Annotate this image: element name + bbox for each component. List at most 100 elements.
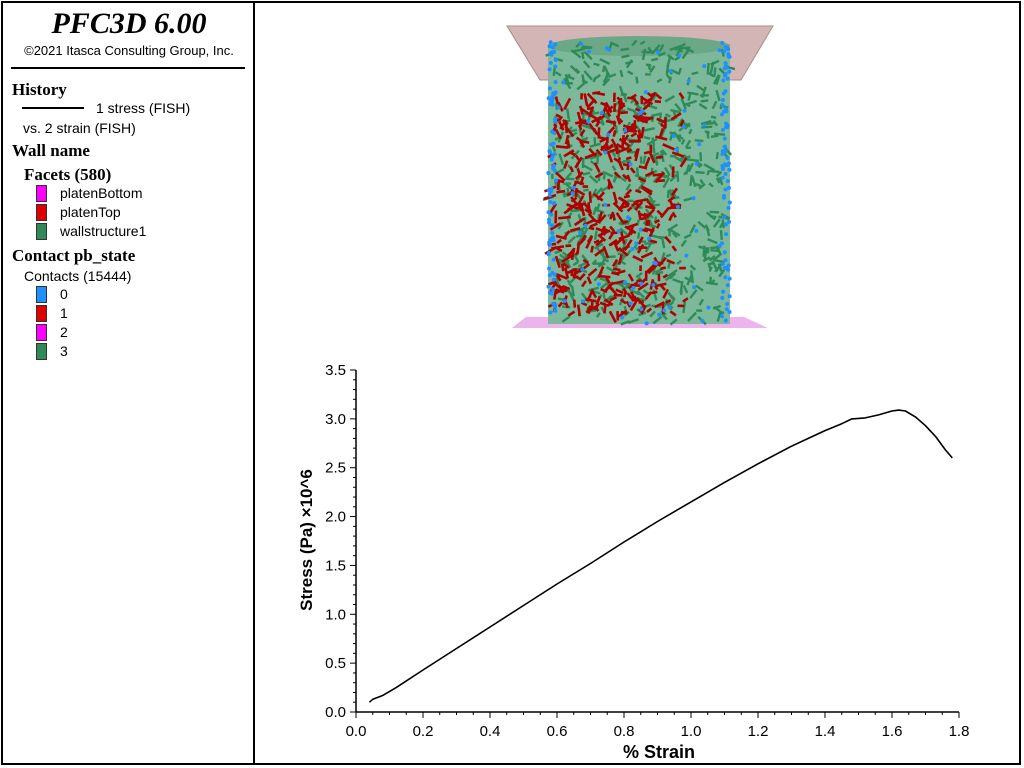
intact-bond bbox=[636, 232, 641, 239]
broken-bond bbox=[645, 262, 657, 274]
broken-bond bbox=[612, 201, 624, 213]
contact-point bbox=[722, 162, 727, 167]
broken-bond bbox=[563, 160, 569, 170]
broken-bond bbox=[615, 115, 622, 125]
broken-bond bbox=[626, 174, 632, 183]
specimen-top-face bbox=[548, 36, 730, 56]
broken-bond bbox=[679, 157, 688, 168]
intact-bond bbox=[716, 310, 723, 322]
intact-bond bbox=[707, 238, 718, 245]
intact-bond bbox=[643, 127, 655, 132]
broken-bond bbox=[655, 93, 663, 100]
broken-bond bbox=[632, 114, 639, 120]
broken-bond bbox=[544, 246, 557, 255]
broken-bond bbox=[637, 236, 644, 245]
contact-point bbox=[700, 318, 705, 323]
intact-bond bbox=[708, 182, 714, 188]
contact-point bbox=[674, 147, 679, 152]
contact-point bbox=[549, 98, 554, 103]
broken-bond bbox=[627, 225, 635, 237]
intact-bond bbox=[669, 228, 681, 237]
facet-swatch bbox=[36, 185, 47, 202]
contact-point bbox=[548, 150, 553, 155]
contact-point bbox=[552, 91, 557, 96]
broken-bond bbox=[574, 249, 580, 256]
intact-bond bbox=[593, 230, 598, 240]
broken-bond bbox=[600, 145, 611, 150]
intact-bond bbox=[691, 92, 699, 96]
intact-bond bbox=[581, 51, 585, 60]
intact-bond bbox=[565, 183, 574, 191]
plot-ticks: 0.0 0.2 0.4 0.6 0.8 1.0 1.2 1.4 1.6 1.8 0.0 0.5 1.0 1… bbox=[325, 362, 969, 740]
broken-bond bbox=[648, 227, 655, 238]
contact-point bbox=[686, 79, 691, 84]
intact-bond bbox=[660, 149, 668, 156]
intact-bond bbox=[682, 301, 687, 314]
intact-bond bbox=[697, 220, 707, 230]
intact-bond bbox=[713, 67, 717, 78]
broken-bond bbox=[580, 280, 587, 288]
intact-bond bbox=[646, 137, 658, 146]
intact-bond bbox=[608, 73, 617, 79]
intact-bond bbox=[588, 174, 599, 184]
contact-label: 2 bbox=[60, 324, 68, 340]
intact-bond bbox=[667, 269, 678, 277]
intact-bond bbox=[602, 174, 606, 180]
intact-bond bbox=[654, 270, 664, 276]
contact-point bbox=[691, 196, 696, 201]
intact-bond bbox=[686, 99, 698, 106]
broken-bond bbox=[654, 171, 666, 184]
intact-bond bbox=[582, 60, 591, 69]
broken-bond bbox=[575, 188, 586, 197]
broken-bond bbox=[626, 148, 633, 153]
intact-bond bbox=[648, 219, 655, 229]
facet-label: platenTop bbox=[60, 204, 121, 220]
broken-bond bbox=[562, 118, 569, 126]
broken-bond bbox=[682, 297, 689, 303]
intact-bond bbox=[712, 74, 720, 85]
broken-bond bbox=[578, 263, 591, 274]
broken-bond bbox=[622, 288, 628, 295]
x-tick-label: 1.0 bbox=[681, 723, 702, 740]
contact-point bbox=[548, 310, 553, 315]
contact-point bbox=[553, 308, 558, 313]
broken-bond bbox=[671, 245, 678, 252]
intact-bond bbox=[566, 279, 573, 288]
contact-point bbox=[723, 71, 728, 76]
intact-bond bbox=[706, 169, 711, 176]
contact-point bbox=[550, 287, 555, 292]
intact-bond bbox=[625, 59, 634, 69]
broken-bond bbox=[587, 267, 598, 277]
contact-point bbox=[548, 200, 553, 205]
specimen-3d-view[interactable] bbox=[500, 22, 780, 334]
intact-bond bbox=[593, 74, 601, 80]
broken-bond bbox=[623, 194, 631, 199]
intact-bond bbox=[667, 262, 671, 269]
broken-bond bbox=[599, 213, 607, 222]
broken-bond bbox=[646, 307, 653, 314]
contact-point bbox=[723, 318, 728, 323]
contact-point bbox=[684, 253, 689, 258]
intact-bond bbox=[676, 170, 680, 182]
contact-point bbox=[657, 312, 662, 317]
broken-bond bbox=[553, 124, 558, 132]
broken-bond bbox=[615, 288, 624, 295]
intact-bond bbox=[658, 44, 665, 52]
intact-bond bbox=[575, 233, 583, 238]
y-axis-label: Stress (Pa) ×10^6 bbox=[297, 469, 316, 611]
intact-bond bbox=[591, 259, 598, 265]
intact-bond bbox=[711, 100, 718, 110]
intact-bond bbox=[680, 97, 687, 110]
intact-bond bbox=[684, 276, 695, 284]
intact-bond bbox=[554, 250, 561, 255]
intact-bond bbox=[698, 245, 708, 251]
broken-bond bbox=[636, 278, 643, 283]
contact-point bbox=[723, 172, 728, 177]
broken-bond bbox=[648, 152, 656, 164]
intact-bond bbox=[721, 219, 725, 229]
contact-label: 3 bbox=[60, 343, 68, 359]
contact-point bbox=[580, 267, 585, 272]
intact-bond bbox=[581, 74, 586, 85]
intact-bond bbox=[712, 218, 721, 228]
